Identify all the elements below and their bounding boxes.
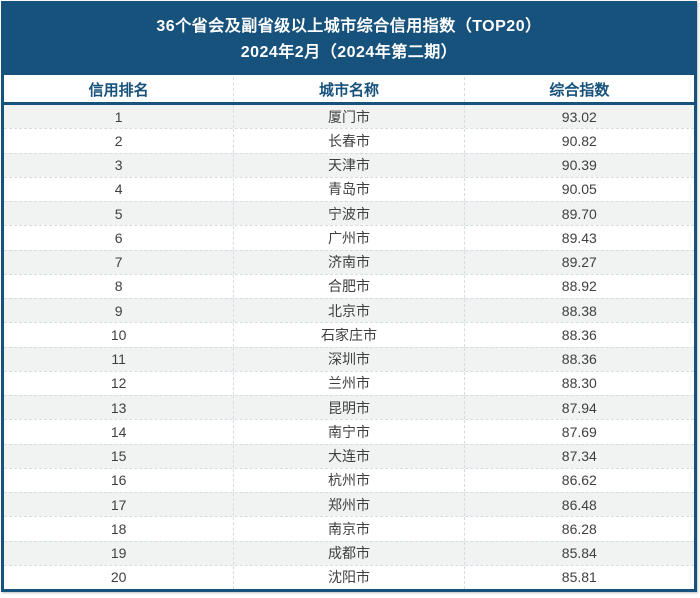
table-row: 1 厦门市 93.02	[4, 105, 694, 129]
table-row: 9 北京市 88.38	[4, 298, 694, 323]
rank-cell: 15	[110, 448, 127, 465]
table-row: 11 深圳市 88.36	[4, 346, 694, 371]
rank-cell: 14	[110, 423, 127, 440]
table-row: 18 南京市 86.28	[4, 516, 694, 541]
table-row: 13 昆明市 87.94	[4, 395, 694, 420]
table-row: 8 合肥市 88.92	[4, 273, 694, 298]
rank-cell: 8	[114, 278, 123, 295]
table-row: 15 大连市 87.34	[4, 443, 694, 468]
city-cell: 天津市	[233, 153, 463, 177]
index-cell: 89.27	[463, 250, 694, 274]
city-cell: 深圳市	[233, 347, 463, 371]
rank-cell: 6	[114, 229, 123, 246]
index-cell: 89.70	[463, 202, 694, 226]
index-cell: 90.39	[463, 153, 694, 177]
table-row: 5 宁波市 89.70	[4, 201, 694, 226]
rank-cell: 17	[110, 496, 127, 513]
column-header-city: 城市名称	[233, 77, 463, 102]
rank-cell: 20	[110, 569, 127, 586]
rank-cell: 18	[110, 520, 127, 537]
rank-cell: 1	[114, 108, 123, 125]
table-row: 10 石家庄市 88.36	[4, 322, 694, 347]
rank-cell: 2	[114, 132, 123, 149]
column-header-index: 综合指数	[463, 77, 694, 102]
column-header-rank: 信用排名	[88, 82, 149, 99]
rank-cell: 5	[114, 205, 123, 222]
table-row: 7 济南市 89.27	[4, 249, 694, 274]
rank-cell: 11	[111, 351, 126, 368]
city-cell: 昆明市	[233, 396, 463, 420]
city-cell: 沈阳市	[233, 565, 463, 589]
index-cell: 93.02	[463, 105, 694, 129]
table-row: 2 长春市 90.82	[4, 128, 694, 153]
city-cell: 宁波市	[233, 202, 463, 226]
rank-cell: 12	[110, 375, 127, 392]
index-cell: 88.36	[463, 347, 694, 371]
city-cell: 南京市	[233, 517, 463, 541]
table-title-line2: 2024年2月（2024年第二期）	[240, 43, 458, 61]
index-cell: 87.69	[463, 420, 694, 444]
city-cell: 石家庄市	[233, 323, 463, 347]
table-row: 16 杭州市 86.62	[4, 467, 694, 492]
city-cell: 南宁市	[233, 420, 463, 444]
rank-cell: 10	[110, 326, 127, 343]
index-cell: 90.82	[463, 129, 694, 153]
rank-cell: 19	[110, 545, 127, 562]
index-cell: 87.94	[463, 396, 694, 420]
index-cell: 88.38	[463, 299, 694, 323]
city-cell: 北京市	[233, 299, 463, 323]
index-cell: 90.05	[463, 177, 694, 201]
city-cell: 合肥市	[233, 274, 463, 298]
index-cell: 85.84	[463, 541, 694, 565]
table-row: 19 成都市 85.84	[4, 540, 694, 565]
city-cell: 长春市	[233, 129, 463, 153]
city-cell: 兰州市	[233, 371, 463, 395]
table-title-line1: 36个省会及副省级以上城市综合信用指数（TOP20）	[156, 17, 542, 35]
table-row: 17 郑州市 86.48	[4, 492, 694, 517]
city-cell: 杭州市	[233, 468, 463, 492]
index-cell: 86.62	[463, 468, 694, 492]
city-cell: 厦门市	[233, 105, 463, 129]
table-row: 14 南宁市 87.69	[4, 419, 694, 444]
index-cell: 89.43	[463, 226, 694, 250]
index-cell: 85.81	[463, 565, 694, 589]
table-row: 20 沈阳市 85.81	[4, 564, 694, 589]
rank-cell: 13	[110, 399, 127, 416]
city-cell: 广州市	[233, 226, 463, 250]
city-cell: 青岛市	[233, 177, 463, 201]
index-cell: 88.36	[463, 323, 694, 347]
table-row: 3 天津市 90.39	[4, 152, 694, 177]
rank-cell: 16	[110, 472, 127, 489]
index-cell: 88.30	[463, 371, 694, 395]
table-row: 6 广州市 89.43	[4, 225, 694, 250]
table-row: 4 青岛市 90.05	[4, 176, 694, 201]
city-cell: 成都市	[233, 541, 463, 565]
index-cell: 86.48	[463, 493, 694, 517]
rank-cell: 9	[114, 302, 123, 319]
index-cell: 88.92	[463, 274, 694, 298]
rank-cell: 4	[114, 181, 123, 198]
table-header-row: 信用排名 城市名称 综合指数	[4, 77, 694, 105]
index-cell: 86.28	[463, 517, 694, 541]
city-cell: 郑州市	[233, 493, 463, 517]
rank-cell: 7	[114, 254, 123, 271]
rank-cell: 3	[114, 157, 123, 174]
table-row: 12 兰州市 88.30	[4, 370, 694, 395]
city-cell: 大连市	[233, 444, 463, 468]
table-body: 1 厦门市 93.02 2 长春市 90.82 3 天津市 90.39 4 青岛…	[4, 105, 694, 589]
table-title-block: 36个省会及副省级以上城市综合信用指数（TOP20） 2024年2月（2024年…	[4, 4, 694, 77]
city-cell: 济南市	[233, 250, 463, 274]
index-cell: 87.34	[463, 444, 694, 468]
